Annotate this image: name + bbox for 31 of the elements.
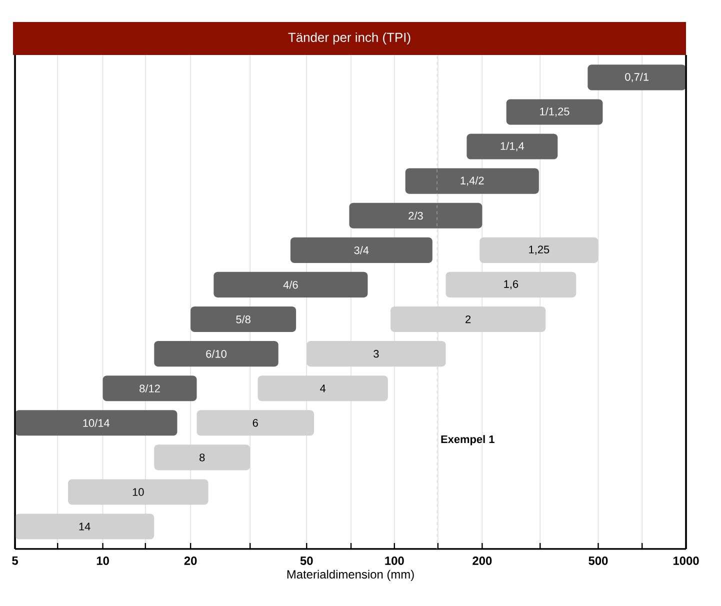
x-tick-label: 5 <box>12 556 18 565</box>
x-tick-label: 50 <box>300 556 313 565</box>
series-label: 6/10 <box>206 350 226 358</box>
series-label: 4/6 <box>283 280 298 289</box>
x-tick-label: 500 <box>588 556 608 565</box>
series-label: 0,7/1 <box>625 72 648 82</box>
series-label: 10/14 <box>83 418 110 427</box>
series-label: 1/1,4 <box>500 142 524 152</box>
series-label: 8 <box>200 454 205 462</box>
series-label: 8/12 <box>140 384 160 392</box>
chart-title: Tänder per inch (TPI) <box>288 32 410 45</box>
series-label: 5/8 <box>236 315 250 324</box>
series-label: 1,6 <box>504 280 518 290</box>
series-label: 6 <box>252 419 258 427</box>
series-label: 10 <box>132 488 144 496</box>
x-tick-label: 1000 <box>673 556 699 565</box>
series-label: 1,4/2 <box>460 176 484 186</box>
x-tick-label: 20 <box>184 556 197 565</box>
x-tick-label: 200 <box>472 556 492 565</box>
x-tick-label: 100 <box>385 556 404 565</box>
x-tick-label: 10 <box>96 556 109 565</box>
series-label: 2/3 <box>408 212 423 220</box>
series-label: 14 <box>79 522 90 530</box>
series-label: 3/4 <box>354 246 369 254</box>
series-label: 4 <box>320 384 326 392</box>
series-label: 1/1,25 <box>540 107 570 117</box>
series-label: 2 <box>466 315 471 324</box>
series-label: 1,25 <box>529 246 550 255</box>
series-label: 3 <box>374 350 379 358</box>
x-axis-title: Materialdimension (mm) <box>287 570 414 581</box>
ref-line-label: Exempel 1 <box>441 435 494 446</box>
